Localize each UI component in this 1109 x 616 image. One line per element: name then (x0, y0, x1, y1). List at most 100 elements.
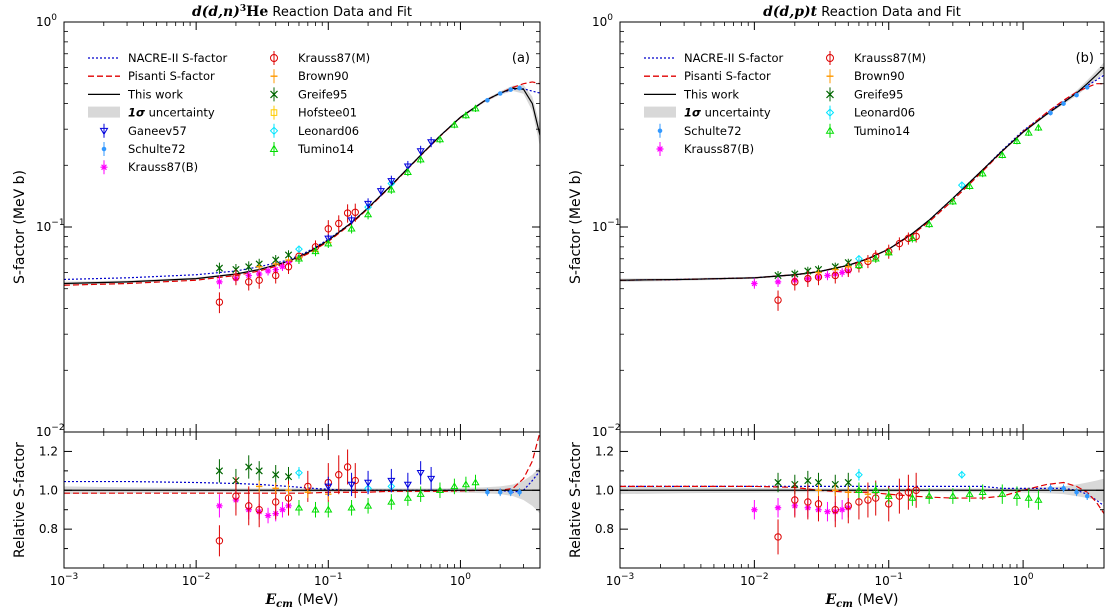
legend-label-1-7: Brown90 (854, 69, 905, 83)
point-Tumino14-top-0-5 (387, 185, 396, 193)
point-Krauss87(M)-bottom-1-11 (904, 488, 913, 496)
point-Krauss87(B)-top-1-0 (751, 280, 758, 287)
point-Tumino14-top-1-6 (965, 182, 974, 190)
point-Krauss87(M)-top-0-5 (284, 263, 293, 271)
point-Tumino14-top-1-3 (908, 234, 917, 242)
point-Tumino14-bottom-1-5 (948, 491, 957, 499)
x-tick-label-1-2: 10−1 (874, 572, 903, 588)
point-Greife95-top-1-0 (774, 271, 782, 280)
legend-swatch-0-4 (99, 127, 109, 136)
point-Krauss87(M)-bottom-1-0 (774, 533, 782, 541)
point-Greife95-bottom-0-4 (272, 471, 280, 479)
bottom-frame-0 (63, 431, 541, 569)
point-Tumino14-bottom-1-10 (1024, 493, 1033, 501)
legend-label-1-2: This work (683, 87, 739, 101)
legend-swatch-0-10 (270, 109, 278, 116)
point-Tumino14-bottom-1-1 (871, 486, 880, 494)
y-tick-label-top-0-1: 10−1 (36, 218, 65, 234)
point-Krauss87(M)-top-0-2 (245, 278, 253, 286)
point-Tumino14-top-1-11 (1034, 123, 1043, 131)
legend-label-0-9: Greife95 (298, 87, 347, 101)
point-Tumino14-top-1-9 (1012, 137, 1022, 144)
point-Greife95-bottom-1-5 (844, 478, 852, 487)
point-Tumino14-top-0-3 (347, 224, 356, 232)
point-Krauss87(B)-bottom-0-0 (216, 502, 223, 510)
point-Tumino14-bottom-1-3 (908, 493, 917, 501)
bottom-frame-1 (619, 431, 1105, 569)
point-Greife95-bottom-0-3 (255, 467, 263, 475)
point-Greife95-bottom-1-0 (774, 478, 782, 487)
pisanti-curve-top-0 (64, 81, 540, 286)
legend-label-1-0: NACRE-II S-factor (684, 51, 784, 65)
point-Krauss87(M)-bottom-0-8 (335, 471, 343, 479)
x-axis-title-0: Ecm (MeV) (265, 592, 339, 610)
point-Tumino14-bottom-0-1 (311, 505, 320, 513)
point-Schulte72-bottom-0-1 (497, 489, 503, 495)
point-Krauss87(M)-bottom-1-6 (855, 498, 863, 506)
y-tick-label-top-1-1: 10−1 (592, 218, 621, 234)
point-Ganeev57-bottom-0-3 (387, 477, 396, 485)
legend-label-1-9: Leonard06 (854, 106, 915, 120)
point-Krauss87(M)-bottom-0-9 (343, 463, 352, 471)
point-Schulte72-top-0-1 (497, 91, 503, 96)
legend-1: NACRE-II S-factor Pisanti S-factor This wo… (644, 51, 926, 156)
point-Leonard06-top-1-1 (957, 181, 966, 190)
point-Tumino14-top-0-7 (416, 155, 425, 163)
nacre-curve-bottom-1 (620, 485, 1104, 507)
legend-label-0-2: This work (127, 87, 183, 101)
point-Greife95-bottom-1-4 (831, 480, 839, 489)
point-Krauss87(M)-top-0-10 (343, 209, 352, 217)
point-Greife95-top-1-1 (791, 270, 799, 278)
point-Ganeev57-top-0-0 (324, 235, 333, 243)
point-Schulte72-top-0-3 (517, 85, 522, 91)
y-tick-label-bottom-0-2: 1.2 (39, 444, 58, 458)
bottom-plot-area-1 (620, 468, 1104, 555)
point-Tumino14-bottom-0-8 (435, 486, 445, 494)
point-Krauss87(M)-top-1-2 (804, 274, 812, 283)
legend-label-0-6: Krauss87(B) (128, 160, 198, 174)
legend-label-0-3: 1σ uncertainty (128, 106, 215, 120)
point-Tumino14-top-0-4 (363, 210, 373, 218)
point-Krauss87(M)-top-0-0 (215, 298, 224, 306)
point-Tumino14-top-0-1 (311, 247, 320, 255)
point-Krauss87(B)-bottom-0-6 (279, 506, 286, 513)
legend-swatch-1-10 (825, 126, 835, 134)
point-Krauss87(M)-top-1-10 (895, 239, 904, 248)
y-tick-label-top-1-0: 10−2 (592, 423, 621, 439)
legend-label-0-5: Schulte72 (128, 142, 186, 156)
point-Schulte72-bottom-1-2 (1074, 489, 1079, 495)
legend-swatch-1-3 (644, 106, 676, 118)
point-Ganeev57-top-0-7 (427, 139, 436, 147)
point-Tumino14-bottom-1-6 (965, 489, 974, 497)
legend-label-0-7: Krauss87(M) (298, 51, 370, 65)
x-tick-label-0-2: 10−1 (314, 572, 343, 588)
point-Greife95-top-0-5 (284, 251, 293, 259)
point-Krauss87(M)-bottom-0-0 (215, 537, 224, 545)
legend-label-0-0: NACRE-II S-factor (128, 51, 228, 65)
point-Schulte72-bottom-1-0 (1048, 486, 1053, 491)
point-Tumino14-top-0-11 (471, 104, 480, 112)
y-axis-title-top-0: S-factor (MeV b) (12, 170, 28, 284)
point-Tumino14-bottom-0-10 (461, 480, 470, 488)
panel-tag-0: (a) (512, 51, 530, 66)
legend-label-1-4: Schulte72 (684, 124, 742, 138)
point-Leonard06-bottom-1-1 (957, 470, 966, 479)
point-Schulte72-bottom-1-3 (1084, 493, 1090, 499)
point-Tumino14-top-0-0 (294, 254, 304, 262)
x-axis-title-1: Ecm (MeV) (825, 592, 899, 610)
point-Tumino14-bottom-1-11 (1034, 495, 1043, 503)
point-Tumino14-top-1-10 (1024, 128, 1033, 136)
point-Ganeev57-top-0-3 (376, 188, 385, 196)
point-Tumino14-top-1-7 (978, 169, 987, 177)
legend-swatch-1-6 (826, 54, 834, 62)
point-Krauss87(M)-bottom-1-10 (895, 492, 904, 500)
point-Tumino14-bottom-0-11 (471, 478, 480, 486)
legend-label-1-5: Krauss87(B) (684, 142, 754, 156)
point-Krauss87(M)-top-0-11 (351, 208, 359, 216)
y-tick-label-bottom-1-1: 1.0 (595, 483, 614, 497)
point-Tumino14-bottom-0-4 (363, 501, 373, 509)
legend-swatch-0-7 (270, 54, 278, 62)
top-plot-area-1 (620, 62, 1104, 311)
point-Tumino14-top-1-1 (871, 254, 880, 262)
